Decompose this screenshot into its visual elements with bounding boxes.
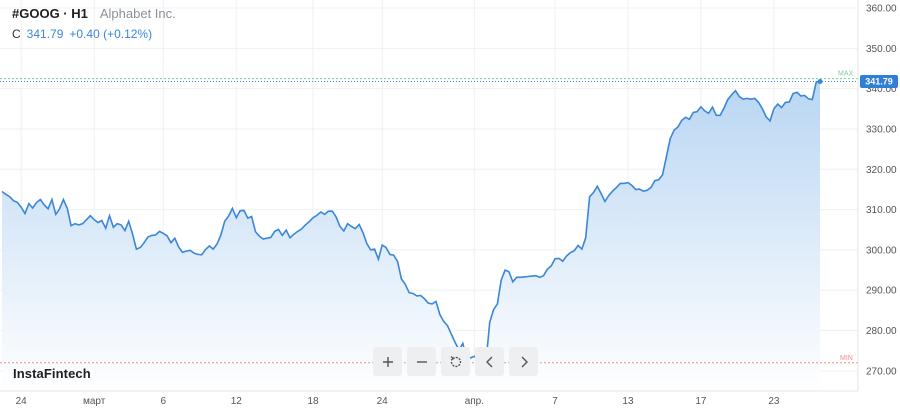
y-tick-label: 350.00 <box>866 44 897 55</box>
price-area <box>2 81 820 391</box>
quote-label: C <box>12 27 21 41</box>
zoom-in-button[interactable] <box>373 347 402 376</box>
symbol-title: #GOOG · H1 <box>12 6 88 21</box>
last-price-badge-text: 341.79 <box>865 76 893 86</box>
y-tick-label: 280.00 <box>866 326 897 337</box>
scroll-right-button[interactable] <box>509 347 538 376</box>
x-tick-label: 7 <box>552 396 558 407</box>
y-tick-label: 290.00 <box>866 286 897 297</box>
x-axis: 24 март 6 12 18 24 апр. 7 13 17 23 <box>16 396 780 407</box>
company-name: Alphabet Inc. <box>99 6 176 21</box>
x-tick-label: 18 <box>308 396 320 407</box>
x-tick-label: март <box>83 396 106 407</box>
y-tick-label: 310.00 <box>866 205 897 216</box>
x-tick-label: 13 <box>622 396 634 407</box>
quote-change: +0.40 (+0.12%) <box>69 27 153 41</box>
x-tick-label: 23 <box>768 396 780 407</box>
chevron-left-icon <box>485 356 492 367</box>
y-tick-label: 330.00 <box>866 124 897 135</box>
max-label: MAX <box>838 71 854 78</box>
last-price-dot <box>817 78 823 84</box>
min-label: MIN <box>840 355 853 362</box>
x-tick-label: 17 <box>695 396 707 407</box>
x-tick-label: 24 <box>377 396 389 407</box>
reset-icon <box>450 355 461 367</box>
y-tick-label: 340.00 <box>866 84 897 95</box>
chart-header: #GOOG · H1 Alphabet Inc. C 341.79 +0.40 … <box>12 6 176 41</box>
last-price-badge: 341.79 <box>860 74 898 88</box>
y-axis: 360.00 350.00 340.00 330.00 320.00 310.00 300.… <box>866 4 897 378</box>
y-tick-label: 360.00 <box>866 4 897 15</box>
y-tick-label: 320.00 <box>866 165 897 176</box>
y-tick-label: 270.00 <box>866 366 897 377</box>
x-tick-label: апр. <box>465 396 484 407</box>
minus-icon <box>416 360 427 363</box>
plus-icon <box>382 356 393 367</box>
chart-toolbar <box>373 347 538 376</box>
x-tick-label: 12 <box>231 396 243 407</box>
zoom-out-button[interactable] <box>407 347 436 376</box>
y-tick-label: 300.00 <box>866 245 897 256</box>
price-line <box>1 80 821 365</box>
chevron-right-icon <box>521 356 528 367</box>
x-tick-label: 6 <box>161 396 167 407</box>
scroll-left-button[interactable] <box>475 347 504 376</box>
reset-button[interactable] <box>441 347 470 376</box>
quote-price: 341.79 <box>26 27 64 41</box>
x-tick-label: 24 <box>16 396 28 407</box>
instafintech-logo: InstaFintech <box>13 366 91 381</box>
